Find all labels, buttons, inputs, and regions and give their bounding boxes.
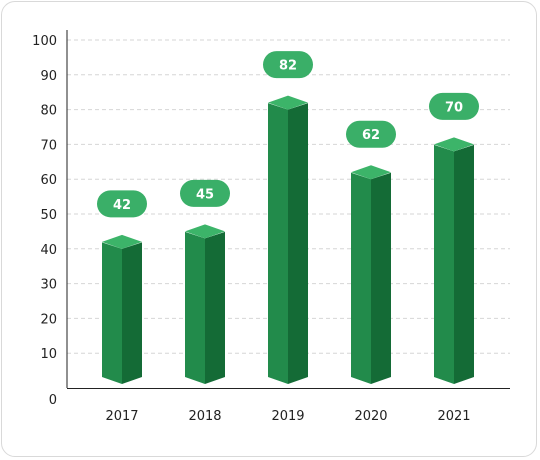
bar-face-left	[351, 172, 371, 384]
y-tick-label: 40	[40, 243, 57, 258]
data-label-text: 82	[279, 59, 297, 74]
bar-face-right	[371, 172, 391, 384]
bar-face-left	[268, 103, 288, 384]
bar-top	[434, 137, 474, 152]
data-label-pill	[180, 179, 230, 207]
data-label-text: 42	[113, 198, 131, 213]
bar-face-left	[434, 144, 454, 384]
y-tick-label: 60	[40, 173, 57, 188]
axes	[66, 30, 510, 389]
data-label-text: 45	[196, 187, 214, 202]
bar-face-left	[185, 231, 205, 384]
bar-2017	[102, 234, 142, 384]
x-tick-label: 2018	[188, 409, 221, 424]
data-label-pill	[97, 190, 147, 218]
data-labels: 42 45 82 62 70	[97, 51, 479, 218]
data-label-pill	[263, 51, 313, 79]
y-tick-label: 50	[40, 208, 57, 223]
bar-top	[351, 165, 391, 180]
bar-face-left	[102, 242, 122, 384]
data-label-2018: 45	[180, 179, 230, 207]
y-tick-label: 100	[32, 34, 57, 49]
x-tick-label: 2021	[437, 409, 470, 424]
data-label-2017: 42	[97, 190, 147, 218]
bar-face-right	[205, 231, 225, 384]
data-label-text: 62	[362, 128, 380, 143]
y-tick-label: 10	[40, 347, 57, 362]
y-tick-label: 0	[49, 393, 57, 408]
bar-2019	[268, 95, 308, 384]
x-tick-label: 2017	[105, 409, 138, 424]
bars	[102, 95, 474, 384]
y-tick-label: 20	[40, 312, 57, 327]
bar-face-right	[288, 103, 308, 384]
bar-2020	[351, 165, 391, 384]
data-label-pill	[346, 120, 396, 148]
data-label-2019: 82	[263, 51, 313, 79]
bar-top	[102, 234, 142, 249]
data-label-text: 70	[445, 100, 463, 115]
bar-2021	[434, 137, 474, 384]
x-tick-label: 2019	[271, 409, 304, 424]
bar-top	[185, 224, 225, 239]
data-label-2020: 62	[346, 120, 396, 148]
bar-face-right	[454, 144, 474, 384]
y-tick-label: 80	[40, 104, 57, 119]
data-label-pill	[429, 92, 479, 120]
y-tick-label: 30	[40, 278, 57, 293]
y-tick-label: 70	[40, 138, 57, 153]
y-tick-label: 90	[40, 69, 57, 84]
bar-top	[268, 95, 308, 110]
bar-2018	[185, 224, 225, 384]
y-axis-ticks: 0 10 20 30 40 50 60 70 80 90 100	[32, 34, 57, 408]
data-label-2021: 70	[429, 92, 479, 120]
bar-face-right	[122, 242, 142, 384]
x-axis-ticks: 2017 2018 2019 2020 2021	[105, 409, 470, 424]
x-tick-label: 2020	[354, 409, 387, 424]
